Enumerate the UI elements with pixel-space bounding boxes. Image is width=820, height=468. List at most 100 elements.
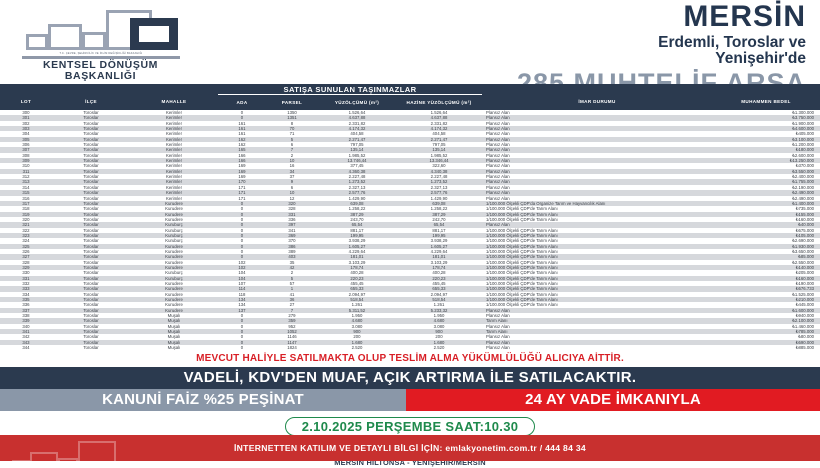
logo-buildings-icon [18,6,183,58]
cell-bedel: ₺370.000 [795,163,815,169]
cell-hazine: 2.094,97 [430,291,448,297]
cell-mahalle: Kerimler [166,174,182,180]
table-row: 338 Toroslar Muşalı 0 279 1.950 1.950 Plansız A… [0,313,820,319]
cell-ada: 170 [238,179,246,185]
cell-bedel: ₺2.400.000 [792,174,815,180]
cell-ilce: Toroslar [83,286,99,292]
col-lot: LOT [0,94,52,110]
cell-lot: 329 [22,264,30,270]
cell-bedel: ₺1.900.000 [792,120,815,126]
cell-lot: 302 [22,120,30,126]
cell-parsel: 1 [290,286,294,292]
cell-parsel: 5 [290,136,294,142]
cell-yuzolcumu: 639,08 [350,200,364,206]
cell-yuzolcumu: 1.261 [351,302,363,308]
table-row: 328 Toroslar Kurudere 102 35 3.103,29 3.103,29… [0,259,820,265]
cell-imar: Tarım Alanı [486,329,508,335]
cell-yuzolcumu: 4.360,38 [348,168,366,174]
cell-ilce: Toroslar [83,131,99,137]
cell-lot: 326 [22,248,30,254]
table-row: 316 Toroslar Kerimler 171 12 1.429,90 1.429,90… [0,195,820,201]
cell-parsel: 331 [288,211,296,217]
cell-parsel: 2 [290,270,294,276]
cell-lot: 306 [22,142,30,148]
cell-parsel: 12 [289,195,295,201]
cell-ada: 0 [240,243,244,249]
cell-ilce: Toroslar [83,200,99,206]
cell-hazine: 4.637,88 [430,115,448,121]
cell-parsel: 9 [290,179,294,185]
cell-mahalle: Kurudere [165,259,183,265]
cell-bedel: ₺940.000 [795,313,815,319]
cell-parsel: 7 [290,307,294,313]
cell-lot: 327 [22,254,30,260]
cell-mahalle: Kurudere [165,216,183,222]
cell-mahalle: Kurudere [165,206,183,212]
cell-hazine: 900 [435,329,443,335]
cell-imar: 1/100.000 Ölçekli ÇDP'de Tarım Alanı [486,232,558,238]
cell-parsel: 1351 [287,115,297,121]
cell-ilce: Toroslar [83,179,99,185]
footer-contact: İNTERNETTEN KATILIM VE DETAYLI BİLGİ İÇİ… [233,443,586,453]
col-ilce: İLÇE [52,94,130,110]
cell-ilce: Toroslar [83,302,99,308]
cell-ada: 0 [240,216,244,222]
cell-mahalle: Kerimler [166,126,182,132]
cell-lot: 309 [22,158,30,164]
cell-lot: 336 [22,302,30,308]
cell-yuzolcumu: 797,05 [350,142,364,148]
cell-ilce: Toroslar [83,147,99,153]
table-row: 314 Toroslar Kerimler 171 6 2.327,13 2.327,13 P… [0,184,820,191]
cell-bedel: ₺1.600.000 [792,307,815,313]
cell-mahalle: Kurudere [165,264,183,270]
table-row: 304 Toroslar Kerimler 161 71 404,58 404,58 Plan… [0,131,820,137]
cell-ada: 166 [238,152,246,158]
cell-ilce: Toroslar [83,152,99,158]
cell-imar: Plansız Alan [486,136,510,142]
cell-ilce: Toroslar [83,216,99,222]
cell-hazine: 2.327,13 [430,184,448,190]
cell-lot: 324 [22,238,30,244]
cell-mahalle: Kurudere [165,281,183,286]
cell-imar: 1/100.000 Ölçekli ÇDP'de Tarım Alanı [486,291,558,297]
cell-ada: 104 [238,270,246,276]
table-row: 305 Toroslar Kerimler 162 5 2.271,47 2.271,47 P… [0,136,820,143]
cell-ilce: Toroslar [83,329,99,335]
cell-hazine: 655,33 [432,286,446,292]
cell-hazine: 4.229,64 [430,248,448,254]
cell-imar: Plansız Alan [486,307,510,313]
cell-ada: 0 [240,206,244,212]
cell-bedel: ₺2.490.000 [792,190,815,196]
table-row: 342 Toroslar Muşalı 0 1146 200 200 Plansız Alan… [0,334,820,340]
cell-mahalle: Kurudere [165,211,183,217]
cell-ilce: Toroslar [83,158,99,164]
cell-lot: 312 [22,174,30,180]
cell-mahalle: Kerimler [166,120,182,126]
col-parsel: PARSEL [266,94,318,110]
cell-hazine: 3.080 [433,323,445,329]
table-row: 343 Toroslar Muşalı 0 1147 1.680 1.680 Plansız … [0,339,820,346]
cell-lot: 318 [22,206,30,212]
table-row: 318 Toroslar Kurudere 0 328 1.258,22 1.258,22 1… [0,206,820,212]
cell-hazine: 1.680 [433,339,445,345]
cell-ada: 0 [240,318,244,324]
cell-imar: Plansız Alan [486,190,510,196]
cell-mahalle: Kuruburç [165,227,183,233]
cell-ilce: Toroslar [83,190,99,196]
table-row: 340 Toroslar Muşalı 0 952 3.080 3.080 Plansız A… [0,323,820,330]
table-row: 329 Toroslar Kurudere 102 42 178,74 178,74 1/10… [0,264,820,271]
cell-parsel: 389 [288,248,296,254]
cell-hazine: 2.577,76 [430,190,448,196]
table-row: 335 Toroslar Kurudere 134 36 518,54 518,54 1/10… [0,297,820,303]
cell-mahalle: Kerimler [166,184,182,190]
cell-yuzolcumu: 3.103,29 [348,259,366,265]
cell-imar: 1/100.000 Ölçekli ÇDP'de Tarım Alanı [486,211,558,217]
cell-yuzolcumu: 135,14 [350,147,364,153]
cell-mahalle: Kerimler [166,158,182,164]
cell-ada: 165 [238,147,246,153]
cell-parsel: 386 [288,243,296,249]
cell-parsel: 403 [288,254,296,260]
cell-imar: 1/100.000 Ölçekli ÇDP'de Tarım Alanı [486,206,558,212]
cell-imar: Plansız Alan [486,115,510,121]
table-row: 312 Toroslar Kerimler 169 37 2.227,48 2.227,48… [0,174,820,180]
